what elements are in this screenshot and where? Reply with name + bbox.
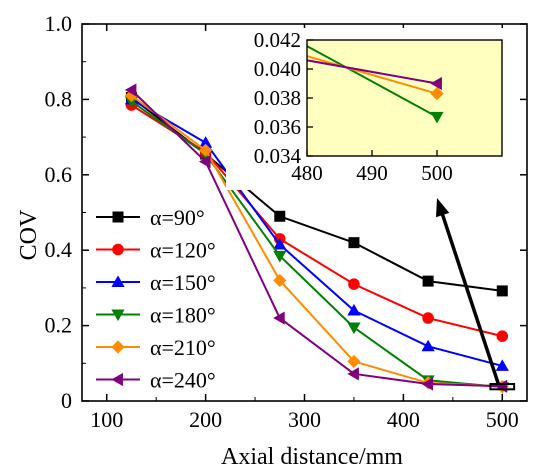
legend-label: α=90° [150, 205, 205, 230]
data-point [422, 312, 434, 324]
data-point [347, 367, 359, 381]
x-tick-label: 100 [90, 407, 123, 432]
inset-series [307, 44, 438, 118]
x-tick-label: 500 [486, 407, 519, 432]
inset-x-tick-label: 480 [291, 161, 323, 185]
data-point [199, 143, 213, 157]
y-tick-label: 1.0 [45, 11, 73, 36]
data-point [273, 237, 287, 250]
data-point [496, 330, 509, 342]
series-line-2 [130, 98, 503, 367]
legend-marker [111, 372, 123, 387]
inset-data-point [430, 87, 444, 101]
data-point [124, 83, 137, 97]
data-point [421, 339, 435, 352]
zoom-arrow-head [435, 198, 450, 218]
inset-y-tick-label: 0.038 [254, 86, 301, 110]
legend-marker [112, 211, 124, 223]
y-tick-label: 0.8 [45, 86, 73, 111]
x-tick-label: 200 [189, 407, 222, 432]
y-tick-label: 0.2 [45, 313, 73, 338]
data-point [495, 359, 509, 371]
series-line-5 [130, 89, 503, 388]
inset-series-line-4 [307, 55, 438, 95]
data-point [273, 311, 285, 325]
inset-data-point [430, 111, 444, 124]
data-point [347, 354, 361, 369]
data-point [348, 278, 360, 290]
legend-label: α=120° [150, 238, 216, 263]
series-5 [124, 83, 508, 393]
legend-marker [111, 275, 125, 287]
zoom-link [435, 198, 516, 391]
legend-marker [111, 340, 125, 354]
y-axis-title: COV [16, 209, 42, 260]
y-tick-label: 0 [61, 388, 72, 413]
y-tick-label: 0.6 [45, 162, 73, 187]
legend-label: α=240° [150, 368, 216, 393]
inset-y-tick-label: 0.034 [254, 144, 302, 168]
inset-data-point [430, 76, 442, 91]
data-point [347, 322, 361, 335]
data-point [199, 136, 213, 148]
data-point [199, 155, 211, 169]
data-point [273, 273, 287, 287]
data-point [348, 237, 360, 249]
legend-marker [111, 309, 125, 322]
legend-label: α=150° [150, 270, 216, 295]
data-point [274, 210, 286, 222]
inset-series-line-3 [307, 44, 438, 118]
y-tick-label: 0.4 [45, 237, 73, 262]
inset-background [307, 40, 502, 156]
series-line-3 [130, 100, 503, 389]
legend: α=90° α=120° α=150° α=180° α=210° α=240° [96, 205, 216, 393]
inset-x-tick-label: 500 [421, 161, 453, 185]
data-point [421, 377, 434, 391]
inset-y-tick-label: 0.040 [254, 57, 301, 81]
inset-x-tick-label: 490 [356, 161, 388, 185]
inset-plot: 480 490 500 0.034 0.036 0.038 0.040 0.042 [226, 28, 516, 190]
zoom-box [489, 383, 516, 391]
x-tick-label: 400 [387, 407, 420, 432]
main-plot: 100 200 300 400 500 0 0.2 0.4 0.6 0.8 1.0 [45, 11, 528, 432]
x-axis-title: Axial distance/mm [221, 444, 403, 470]
legend-label: α=180° [150, 303, 216, 328]
data-point [347, 303, 361, 316]
zoom-arrow-shaft [439, 209, 501, 385]
x-tick-label: 300 [288, 407, 321, 432]
data-point [422, 275, 434, 287]
inset-y-tick-label: 0.042 [254, 28, 301, 52]
inset-y-tick-label: 0.036 [254, 115, 301, 139]
inset-series-line-5 [307, 59, 438, 85]
data-point [273, 250, 287, 263]
legend-label: α=210° [150, 335, 216, 360]
legend-marker [112, 243, 124, 256]
data-point [496, 285, 508, 297]
